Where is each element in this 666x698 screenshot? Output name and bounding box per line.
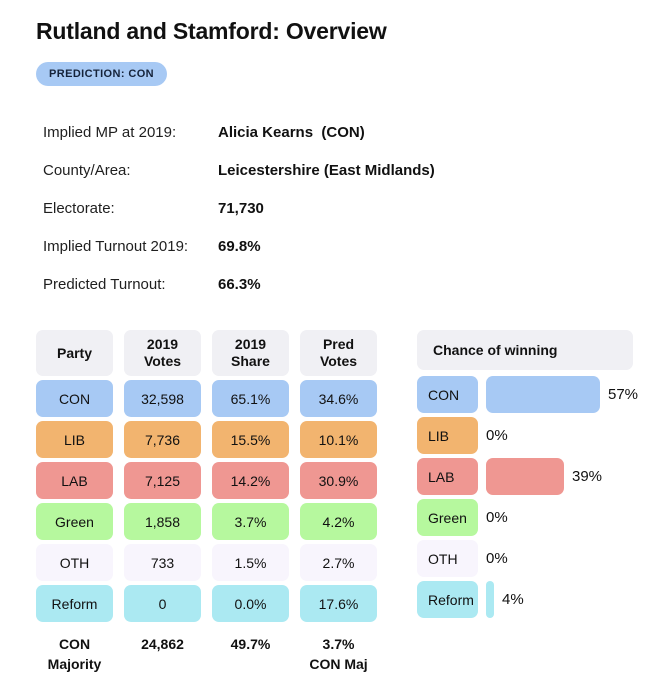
detail-label: County/Area: [43,162,131,179]
detail-row-county-area: County/Area: Leicestershire (East Midlan… [36,162,666,180]
footer-majority-share: 49.7% [230,636,271,652]
table-cell-votes-con: 32,598 [124,380,201,417]
overview-page: Rutland and Stamford: Overview PREDICTIO… [36,18,666,674]
chance-bar-reform [486,581,494,618]
table-cell-votes-reform: 0 [124,585,201,622]
chance-pct-label: 0% [486,427,508,444]
chance-party-label: CON [417,376,478,413]
chance-pct-label: 0% [486,550,508,567]
table-cell-votes-green: 1,858 [124,503,201,540]
footer-majority-label: CON Majority [47,636,102,672]
table-cell-pred-con: 34.6% [300,380,377,417]
col-header-2019-votes: 2019 Votes [124,330,201,376]
table-cell-pred-lib: 10.1% [300,421,377,458]
chance-row-green: Green 0% [417,499,638,536]
detail-value: 71,730 [218,200,264,217]
table-cell-votes-oth: 733 [124,544,201,581]
detail-value: 66.3% [218,276,261,293]
detail-value: 69.8% [218,238,261,255]
table-cell-share-lab: 14.2% [212,462,289,499]
chance-row-lab: LAB 39% [417,458,638,495]
col-header-2019-share: 2019 Share [212,330,289,376]
table-cell-party-lab: LAB [36,462,113,499]
table-cell-share-con: 65.1% [212,380,289,417]
chance-row-reform: Reform 4% [417,581,638,618]
chance-bar-lab [486,458,564,495]
chance-row-oth: OTH 0% [417,540,638,577]
prediction-badge: PREDICTION: CON [36,62,167,86]
table-cell-share-green: 3.7% [212,503,289,540]
table-cell-share-lib: 15.5% [212,421,289,458]
detail-row-electorate: Electorate: 71,730 [36,200,666,218]
chance-pct-label: 0% [486,509,508,526]
table-cell-party-con: CON [36,380,113,417]
footer-majority-votes: 24,862 [141,636,184,652]
detail-label: Electorate: [43,200,115,217]
table-cell-pred-oth: 2.7% [300,544,377,581]
table-cell-pred-green: 4.2% [300,503,377,540]
table-cell-party-reform: Reform [36,585,113,622]
table-cell-share-reform: 0.0% [212,585,289,622]
chance-of-winning-title: Chance of winning [417,330,633,370]
chance-party-label: LAB [417,458,478,495]
table-cell-pred-lab: 30.9% [300,462,377,499]
results-table: Party 2019 Votes 2019 Share Pred Votes C… [36,330,377,622]
col-header-pred-votes: Pred Votes [300,330,377,376]
detail-row-implied-turnout-2019: Implied Turnout 2019: 69.8% [36,238,666,256]
chance-party-label: LIB [417,417,478,454]
detail-value: Alicia Kearns (CON) [218,124,365,141]
detail-row-implied-mp: Implied MP at 2019: Alicia Kearns (CON) [36,124,666,142]
chance-bar-con [486,376,600,413]
chance-pct-label: 39% [572,468,603,485]
table-cell-pred-reform: 17.6% [300,585,377,622]
footer-pred-majority: 3.7% CON Maj [309,636,368,672]
data-columns: Party 2019 Votes 2019 Share Pred Votes C… [36,330,666,622]
page-title: Rutland and Stamford: Overview [36,18,387,44]
col-header-party: Party [36,330,113,376]
chance-row-lib: LIB 0% [417,417,638,454]
chance-pct-label: 4% [502,591,524,608]
detail-value: Leicestershire (East Midlands) [218,162,435,179]
table-cell-party-lib: LIB [36,421,113,458]
detail-label: Predicted Turnout: [43,276,166,293]
table-cell-party-green: Green [36,503,113,540]
detail-row-predicted-turnout: Predicted Turnout: 66.3% [36,276,666,294]
chance-party-label: Green [417,499,478,536]
detail-label: Implied MP at 2019: [43,124,177,141]
detail-label: Implied Turnout 2019: [43,238,189,255]
results-table-footer: CON Majority 24,862 49.7% 3.7% CON Maj [36,634,377,674]
constituency-details: Implied MP at 2019: Alicia Kearns (CON) … [36,124,666,294]
chance-of-winning-panel: Chance of winning CON 57% LIB 0% LAB 39%… [417,330,638,622]
table-cell-share-oth: 1.5% [212,544,289,581]
chance-pct-label: 57% [608,386,639,403]
table-cell-votes-lib: 7,736 [124,421,201,458]
table-cell-party-oth: OTH [36,544,113,581]
chance-row-con: CON 57% [417,376,638,413]
chance-party-label: Reform [417,581,478,618]
table-cell-votes-lab: 7,125 [124,462,201,499]
chance-party-label: OTH [417,540,478,577]
